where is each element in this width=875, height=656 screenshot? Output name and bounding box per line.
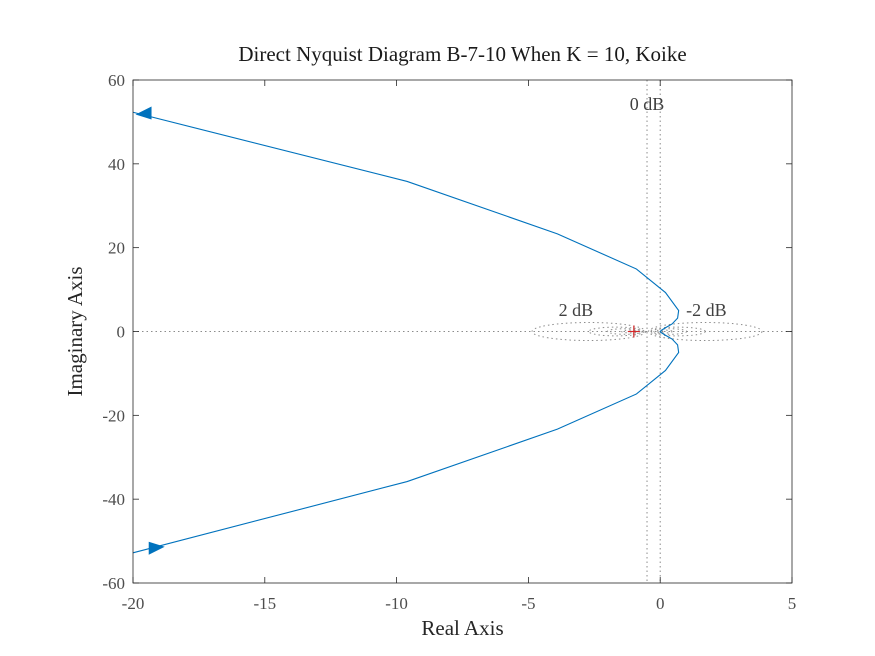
axes-layer: -20 -15 -10 -5 0 5 -60 -40 -20 0 20 40 60 <box>102 71 796 613</box>
m-circle-4db <box>588 326 645 337</box>
x-axis-label: Real Axis <box>421 616 503 640</box>
y-tick-label: 0 <box>117 323 126 342</box>
x-tick-label: 5 <box>788 594 797 613</box>
m-circle-10db <box>621 329 641 334</box>
grid-label-2dB: 2 dB <box>559 300 594 320</box>
x-tick-label: -10 <box>385 594 408 613</box>
y-tick-label: 60 <box>108 71 125 90</box>
y-tick-label: -60 <box>102 574 125 593</box>
m-circle-6db <box>606 328 644 335</box>
x-tick-label: -20 <box>122 594 145 613</box>
m-circle--4db <box>649 326 706 337</box>
x-tick-label: 0 <box>656 594 665 613</box>
grid-label-0dB: 0 dB <box>630 94 665 114</box>
x-tick-label: -5 <box>521 594 535 613</box>
grid-layer: 0 dB 2 dB -2 dB <box>133 80 792 583</box>
nyquist-curve-0 <box>132 111 680 554</box>
m-circle--2db <box>648 321 763 342</box>
m-circle--20db <box>657 330 664 333</box>
chart-title: Direct Nyquist Diagram B-7-10 When K = 1… <box>238 42 686 66</box>
m-circle-2db <box>531 321 647 342</box>
direction-arrow-0 <box>135 106 152 120</box>
y-axis-label: Imaginary Axis <box>63 266 87 396</box>
y-tick-label: 20 <box>108 239 125 258</box>
m-circle--6db <box>650 328 688 335</box>
direction-arrow-1 <box>148 541 165 555</box>
y-tick-label: 40 <box>108 155 125 174</box>
m-circle--10db <box>653 329 673 334</box>
x-tick-label: -15 <box>253 594 276 613</box>
y-tick-label: -40 <box>102 490 125 509</box>
y-tick-label: -20 <box>102 406 125 425</box>
curve-layer <box>132 106 680 555</box>
grid-label-neg2dB: -2 dB <box>686 300 727 320</box>
